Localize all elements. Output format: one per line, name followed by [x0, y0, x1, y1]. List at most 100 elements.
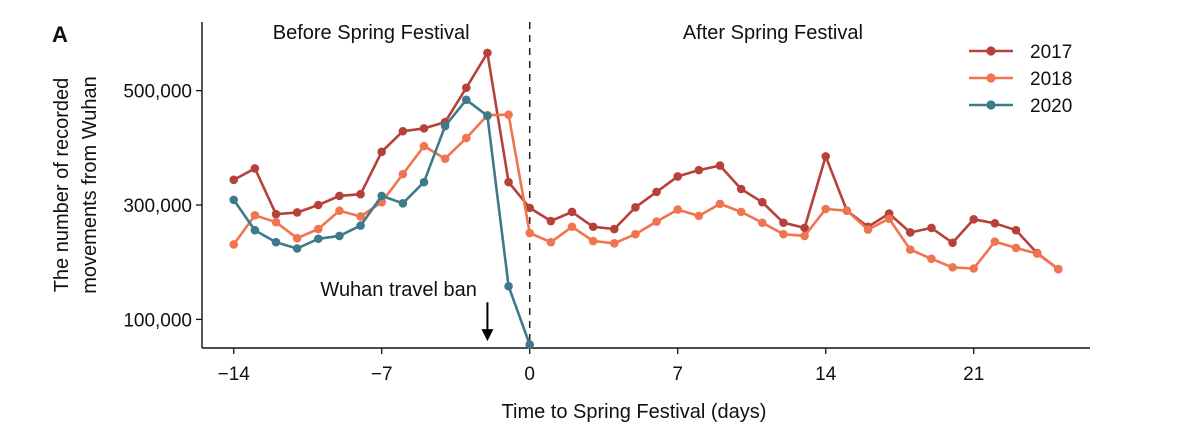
- x-tick-label: 21: [963, 364, 984, 385]
- legend-label: 2020: [1030, 96, 1072, 117]
- data-point-2017: [905, 228, 915, 237]
- data-point-2017: [821, 152, 831, 161]
- data-point-2017: [609, 224, 619, 234]
- data-point-2018: [1032, 249, 1042, 258]
- data-point-2018: [292, 233, 302, 243]
- data-point-2020: [419, 177, 429, 187]
- data-point-2017: [715, 161, 725, 170]
- series-line-2017: [233, 51, 1060, 271]
- legend-swatch-marker: [986, 46, 996, 56]
- data-point-2020: [504, 281, 513, 291]
- data-point-2017: [292, 208, 302, 217]
- data-point-2017: [969, 215, 979, 224]
- data-point-2018: [652, 217, 661, 226]
- data-point-2018: [419, 141, 429, 151]
- data-point-2017: [356, 189, 365, 199]
- data-point-2017: [567, 207, 577, 217]
- data-point-2017: [335, 191, 344, 201]
- data-point-2018: [271, 217, 281, 227]
- data-point-2018: [694, 211, 704, 221]
- data-point-2017: [271, 209, 281, 219]
- data-point-2018: [525, 228, 535, 238]
- y-axis-title-line: movements from Wuhan: [79, 76, 101, 294]
- x-tick-label: 14: [815, 364, 837, 385]
- data-point-2017: [377, 147, 387, 157]
- data-point-2018: [250, 211, 260, 220]
- data-point-2020: [525, 340, 535, 349]
- series-2020: [229, 95, 535, 349]
- data-point-2018: [609, 239, 619, 248]
- data-point-2018: [356, 212, 365, 221]
- data-point-2020: [377, 191, 387, 201]
- data-point-2017: [652, 187, 661, 197]
- y-tick-label: 300,000: [123, 196, 192, 217]
- data-point-2018: [229, 240, 239, 249]
- data-point-2017: [419, 124, 429, 133]
- data-point-2020: [440, 121, 450, 131]
- data-point-2018: [313, 224, 323, 234]
- data-point-2018: [567, 222, 577, 232]
- data-point-2020: [461, 95, 471, 105]
- series-2018: [229, 110, 1063, 274]
- data-point-2017: [673, 172, 683, 181]
- data-point-2020: [250, 225, 260, 235]
- data-point-2018: [715, 199, 725, 209]
- data-point-2018: [546, 237, 556, 247]
- data-point-2020: [229, 195, 239, 205]
- data-point-2018: [779, 229, 788, 239]
- data-point-2018: [821, 204, 831, 214]
- data-point-2017: [250, 164, 260, 173]
- data-point-2017: [229, 175, 239, 185]
- legend-label: 2018: [1030, 69, 1072, 90]
- annotation-label: After Spring Festival: [683, 22, 863, 44]
- data-point-2017: [948, 238, 957, 248]
- y-tick-label: 100,000: [123, 310, 192, 331]
- data-point-2018: [757, 218, 767, 228]
- data-point-2017: [504, 177, 513, 187]
- annotation-label: Before Spring Festival: [273, 22, 470, 44]
- series-2017: [229, 48, 1063, 274]
- panel-label: A: [52, 22, 68, 47]
- data-point-2020: [356, 221, 365, 230]
- data-point-2018: [1053, 264, 1063, 274]
- data-point-2017: [313, 200, 323, 210]
- x-axis-title: Time to Spring Festival (days): [502, 401, 767, 423]
- x-tick-label: 7: [672, 364, 683, 385]
- legend: 2017 2018 2020: [969, 42, 1072, 117]
- data-point-2018: [863, 225, 873, 234]
- axes-frame: −14 −7 0 7 14 21 100,000 300,000 500,000: [123, 22, 1090, 385]
- legend-swatch-marker: [986, 73, 996, 83]
- data-point-2017: [927, 223, 936, 233]
- series-layer: [229, 48, 1063, 349]
- data-point-2018: [842, 206, 852, 216]
- data-point-2018: [673, 205, 683, 214]
- legend-item-2017: 2017: [969, 42, 1072, 63]
- data-point-2018: [905, 245, 915, 254]
- annotation-label: Wuhan travel ban: [320, 279, 476, 301]
- data-point-2018: [884, 214, 894, 224]
- text-layer: A The number of recorded movements from Wu…: [51, 22, 863, 423]
- data-point-2017: [525, 203, 535, 213]
- data-point-2020: [313, 234, 323, 244]
- data-point-2018: [927, 254, 936, 264]
- data-point-2018: [335, 206, 344, 216]
- legend-item-2020: 2020: [969, 96, 1072, 117]
- data-point-2020: [292, 244, 302, 253]
- data-point-2018: [440, 154, 450, 163]
- data-point-2017: [990, 219, 1000, 228]
- data-point-2017: [588, 222, 598, 232]
- data-point-2018: [504, 110, 513, 119]
- data-point-2017: [757, 197, 767, 207]
- legend-item-2018: 2018: [969, 69, 1072, 90]
- x-tick-label: 0: [524, 364, 535, 385]
- data-point-2018: [800, 231, 809, 241]
- data-point-2018: [969, 264, 979, 273]
- data-point-2017: [800, 223, 809, 233]
- data-point-2017: [483, 48, 492, 58]
- data-point-2018: [948, 263, 957, 272]
- data-point-2017: [631, 203, 640, 212]
- data-point-2017: [398, 126, 408, 136]
- data-point-2017: [461, 83, 471, 93]
- x-tick-label: −7: [371, 364, 393, 385]
